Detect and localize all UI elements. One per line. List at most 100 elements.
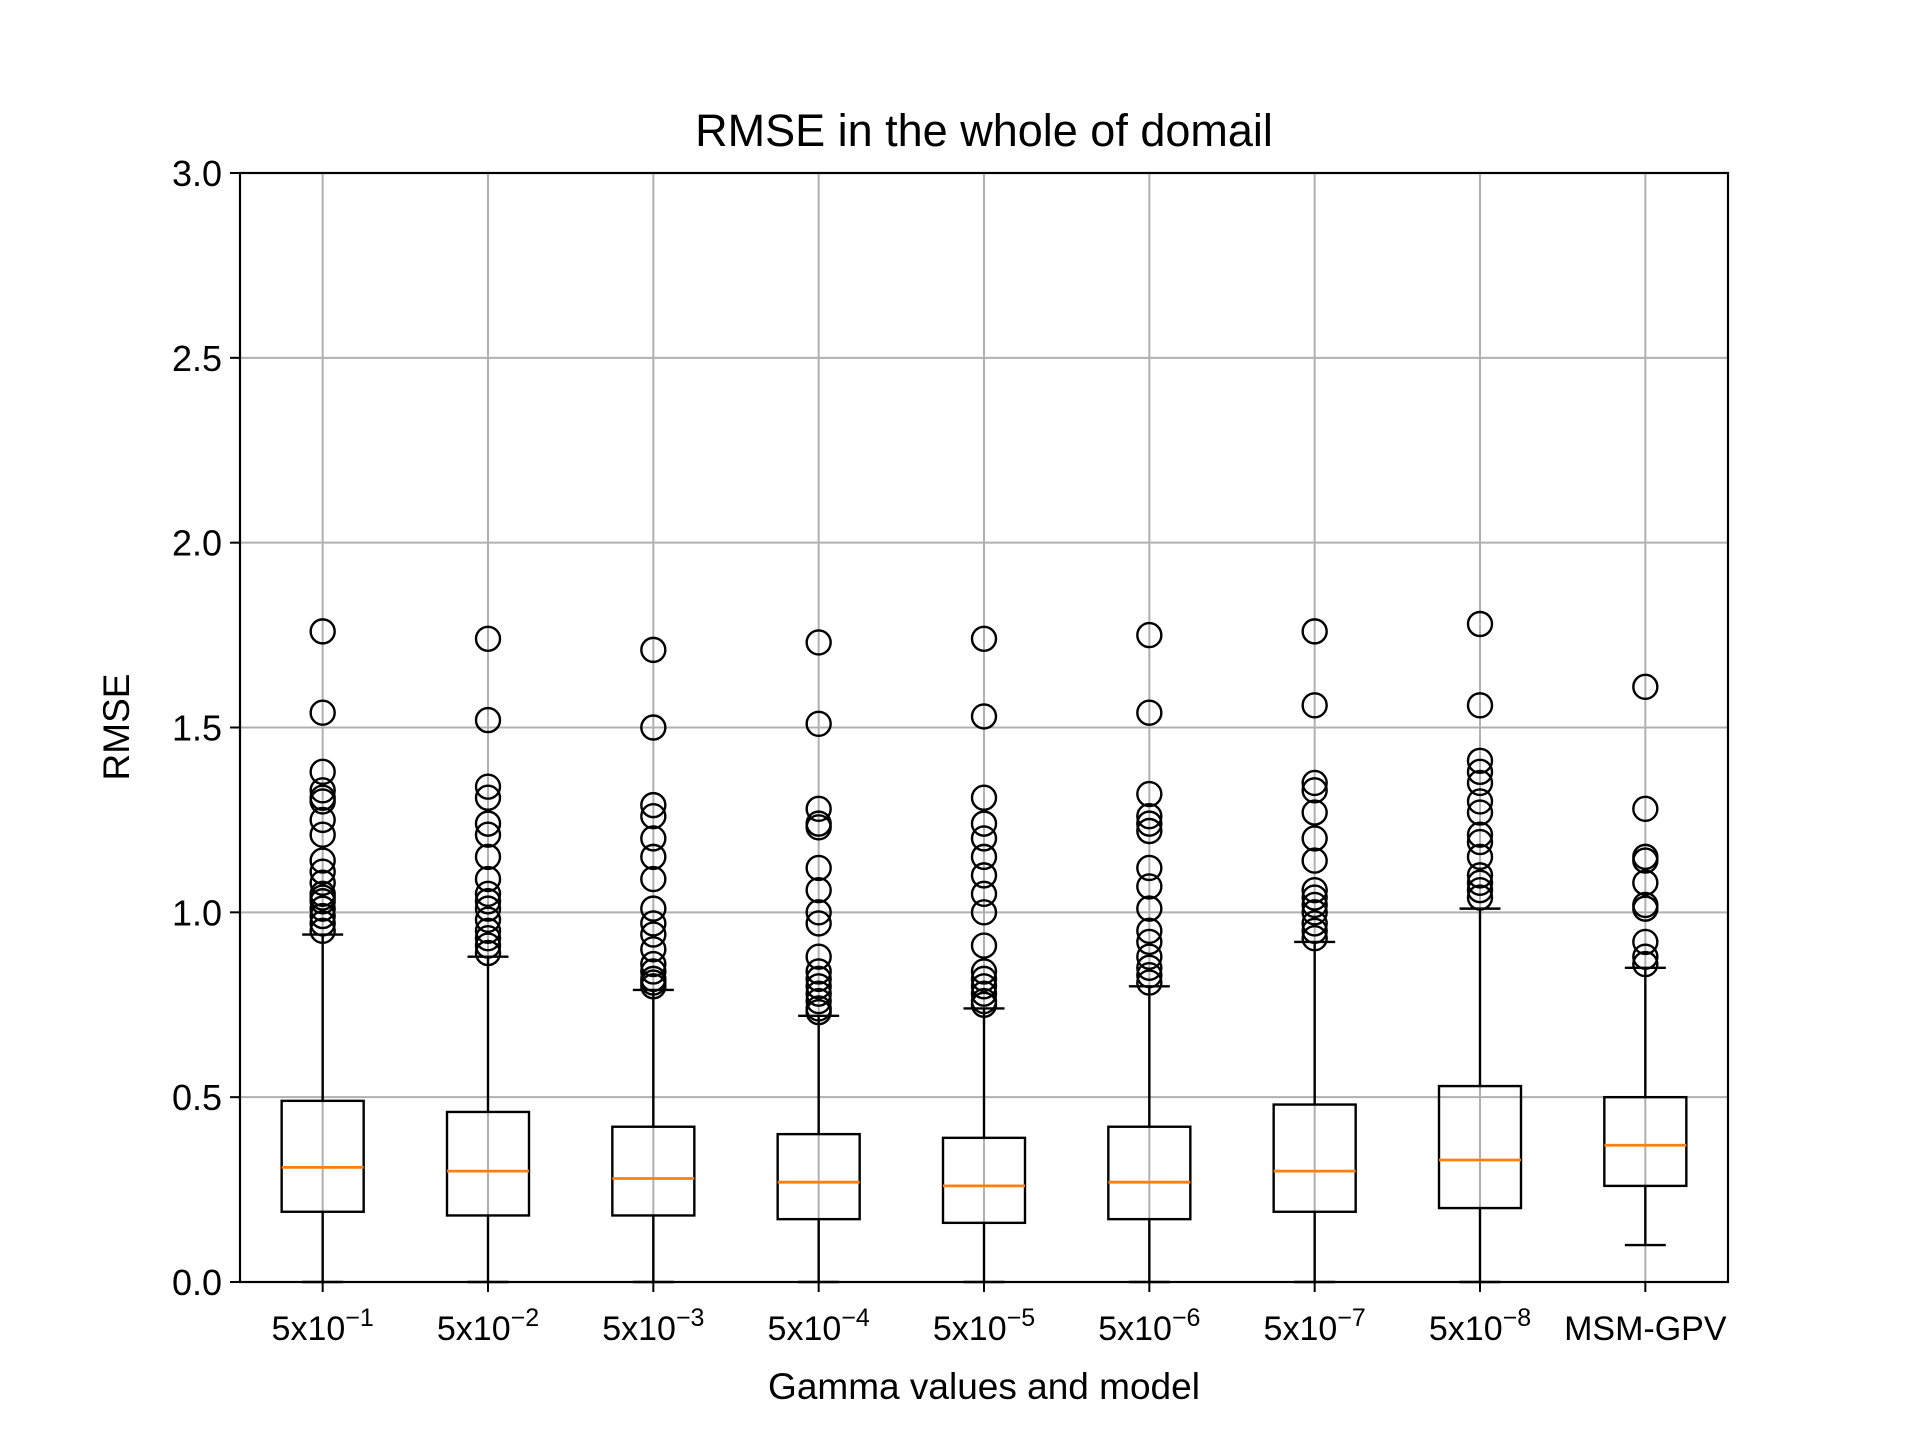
x-tick-label-exponent: −7 bbox=[1337, 1304, 1366, 1332]
outlier-point bbox=[1632, 673, 1659, 701]
outlier-point bbox=[309, 618, 336, 645]
outlier-point bbox=[309, 895, 336, 922]
outlier-point bbox=[805, 980, 832, 1007]
box-iqr bbox=[1437, 1084, 1523, 1210]
outlier-point bbox=[309, 902, 336, 930]
x-tick-label-base: 5x10 bbox=[1098, 1310, 1172, 1348]
outlier-point bbox=[1466, 758, 1494, 786]
outlier-point bbox=[970, 784, 998, 811]
box-group-4 bbox=[776, 629, 861, 1284]
outlier-point bbox=[970, 862, 998, 889]
outlier-point bbox=[805, 943, 832, 970]
outlier-point bbox=[309, 821, 336, 848]
outlier-point bbox=[1301, 825, 1328, 852]
outlier-point bbox=[1136, 873, 1163, 900]
outlier-point bbox=[1301, 899, 1328, 926]
outlier-point bbox=[1466, 821, 1494, 848]
outlier-point bbox=[1632, 943, 1659, 970]
outlier-point bbox=[1466, 869, 1494, 896]
outlier-point bbox=[640, 895, 667, 922]
outlier-point bbox=[805, 965, 832, 993]
outlier-point bbox=[1301, 925, 1328, 952]
outlier-point bbox=[970, 987, 998, 1015]
y-tick-label: 0.0 bbox=[172, 1262, 222, 1303]
outlier-point bbox=[1632, 843, 1659, 871]
outlier-point bbox=[805, 810, 832, 837]
outlier-point bbox=[474, 810, 502, 837]
outlier-point bbox=[970, 973, 998, 1000]
outlier-point bbox=[1136, 895, 1163, 922]
x-tick-label-exponent: −6 bbox=[1172, 1304, 1201, 1332]
x-tick-label-base: 5x10 bbox=[768, 1310, 842, 1348]
outlier-point bbox=[1466, 876, 1494, 904]
outlier-point bbox=[474, 917, 502, 945]
outlier-point bbox=[640, 791, 667, 819]
x-tick-label-base: 5x10 bbox=[933, 1310, 1007, 1348]
outlier-point bbox=[474, 888, 502, 915]
outlier-point bbox=[1301, 799, 1328, 826]
outlier-point bbox=[1136, 699, 1163, 726]
outlier-point bbox=[1466, 747, 1494, 774]
outlier-point bbox=[309, 699, 336, 726]
x-tick-label-base: 5x10 bbox=[272, 1310, 346, 1348]
outlier-point bbox=[970, 899, 998, 926]
box-group-9 bbox=[1603, 673, 1688, 1247]
outlier-point bbox=[309, 910, 336, 937]
outlier-point bbox=[1632, 795, 1659, 823]
outlier-point bbox=[970, 880, 998, 908]
outlier-point bbox=[640, 958, 667, 985]
outlier-point bbox=[474, 625, 502, 652]
box-iqr bbox=[280, 1099, 365, 1213]
outlier-point bbox=[1466, 610, 1494, 638]
x-tick-label: 5x10−8 bbox=[1429, 1304, 1531, 1348]
outlier-point bbox=[640, 636, 667, 664]
outlier-point bbox=[1466, 843, 1494, 871]
outlier-point bbox=[640, 965, 667, 993]
outlier-point bbox=[1632, 950, 1659, 978]
outlier-point bbox=[970, 958, 998, 985]
outlier-point bbox=[970, 932, 998, 959]
box-iqr bbox=[1603, 1095, 1688, 1188]
box-iqr bbox=[1272, 1103, 1357, 1213]
outlier-point bbox=[474, 773, 502, 800]
outlier-point bbox=[805, 854, 832, 882]
outlier-point bbox=[970, 625, 998, 652]
outlier-point bbox=[309, 869, 336, 896]
outlier-point bbox=[1136, 954, 1163, 981]
outlier-point bbox=[1632, 891, 1659, 919]
outlier-point bbox=[640, 936, 667, 963]
outlier-point bbox=[309, 784, 336, 811]
box-iqr bbox=[941, 1136, 1027, 1225]
outlier-point bbox=[309, 758, 336, 786]
outlier-point bbox=[1301, 692, 1328, 719]
outlier-point bbox=[640, 865, 667, 893]
outlier-point bbox=[1136, 621, 1163, 649]
box-group-3 bbox=[611, 636, 696, 1284]
outlier-point bbox=[1301, 884, 1328, 911]
outlier-point bbox=[1301, 847, 1328, 874]
y-tick-label: 1.0 bbox=[172, 892, 222, 933]
outlier-point bbox=[1136, 961, 1163, 989]
outlier-point bbox=[970, 703, 998, 730]
outlier-point bbox=[640, 910, 667, 937]
outlier-point bbox=[640, 803, 667, 830]
outlier-point bbox=[1632, 928, 1659, 956]
y-axis-label: RMSE bbox=[96, 674, 137, 781]
box-group-8 bbox=[1437, 610, 1523, 1284]
outlier-point bbox=[1301, 769, 1328, 797]
outlier-point bbox=[805, 795, 832, 823]
x-tick-label: 5x10−6 bbox=[1098, 1304, 1200, 1348]
outlier-point bbox=[640, 714, 667, 741]
outlier-point bbox=[970, 825, 998, 852]
outlier-point bbox=[1301, 917, 1328, 945]
outlier-point bbox=[309, 847, 336, 874]
y-tick-label: 0.5 bbox=[172, 1077, 222, 1118]
outlier-point bbox=[309, 880, 336, 908]
outlier-point bbox=[474, 784, 502, 811]
outlier-point bbox=[474, 925, 502, 952]
x-tick-label: 5x10−4 bbox=[768, 1304, 870, 1348]
outlier-point bbox=[309, 806, 336, 834]
